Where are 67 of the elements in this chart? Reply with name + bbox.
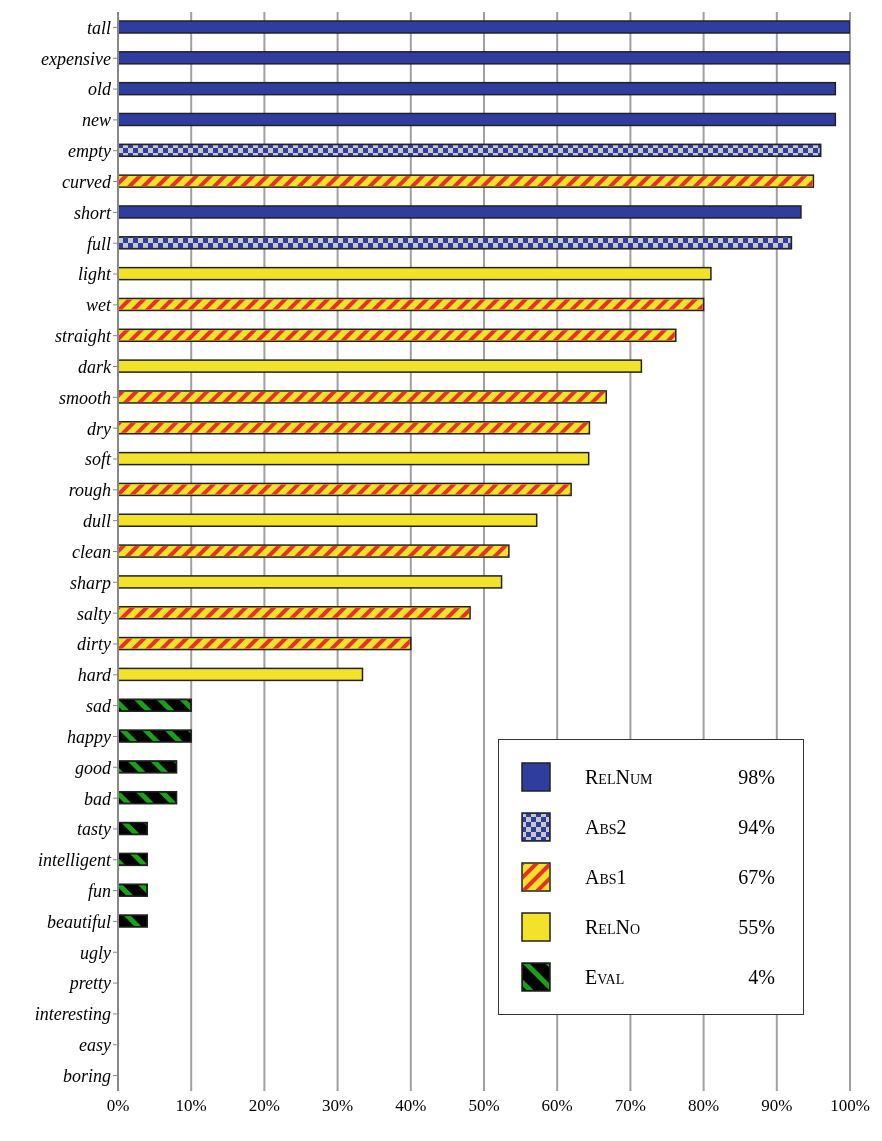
y-tick-label: dull	[82, 511, 111, 532]
legend-label: Abs2	[585, 815, 628, 839]
y-tick-label: short	[73, 202, 112, 223]
x-tick-label: 10%	[175, 1096, 207, 1116]
y-tick-label: intelligent	[38, 850, 112, 871]
y-tick-label: old	[87, 79, 112, 100]
x-tick-label: 30%	[322, 1096, 354, 1116]
x-tick-label: 60%	[541, 1096, 573, 1116]
bar	[118, 266, 712, 281]
x-tick-label: 80%	[688, 1096, 720, 1116]
y-tick-label: happy	[67, 726, 111, 747]
y-tick-label: fun	[87, 881, 111, 901]
annotation: 94%	[737, 815, 775, 839]
y-tick-label: expensive	[41, 48, 112, 69]
x-tick-label: 90%	[761, 1096, 793, 1116]
y-tick-label: curved	[62, 171, 112, 192]
y-tick-label: clean	[72, 541, 111, 562]
bar	[118, 112, 837, 127]
y-tick-label: easy	[79, 1035, 112, 1056]
y-tick-label: new	[82, 110, 111, 131]
y-tick-label: pretty	[67, 973, 111, 994]
bar	[118, 81, 837, 96]
bar	[118, 359, 643, 373]
y-tick-label: dry	[87, 418, 111, 439]
legend-label: Eval	[585, 965, 626, 989]
y-tick-label: dark	[78, 356, 112, 377]
y-tick-label: rough	[68, 480, 111, 501]
y-tick-label: interesting	[34, 1004, 111, 1025]
legend-label: Abs1	[585, 865, 628, 889]
y-tick-label: smooth	[58, 387, 111, 408]
annotation: 55%	[737, 915, 775, 939]
y-tick-label: good	[75, 757, 112, 778]
y-tick-label: soft	[84, 449, 112, 470]
y-tick-label: straight	[54, 326, 112, 347]
y-tick-label: dirty	[77, 634, 112, 655]
bar	[118, 20, 850, 34]
y-tick-label: hard	[77, 665, 112, 686]
y-tick-label: tasty	[77, 819, 112, 840]
x-tick-label: 70%	[614, 1096, 646, 1116]
bar	[118, 513, 538, 528]
annotation: 67%	[737, 865, 775, 889]
y-tick-label: salty	[77, 603, 112, 624]
x-tick-label: 20%	[248, 1096, 280, 1116]
y-tick-label: wet	[86, 295, 112, 316]
x-tick-label: 50%	[468, 1096, 500, 1116]
y-tick-label: sad	[85, 696, 112, 717]
y-tick-label: boring	[62, 1065, 111, 1086]
bar	[118, 667, 364, 682]
bar	[118, 575, 503, 589]
y-tick-label: light	[77, 264, 112, 285]
annotation: 98%	[737, 765, 775, 789]
x-tick-label: 0%	[106, 1096, 130, 1116]
bar	[118, 451, 590, 466]
y-tick-label: full	[86, 233, 111, 254]
legend-label: RelNo	[585, 915, 641, 939]
x-tick-label: 100%	[830, 1096, 870, 1116]
y-tick-label: tall	[86, 17, 111, 38]
bar	[118, 205, 802, 219]
x-tick-label: 40%	[395, 1096, 427, 1116]
y-tick-label: beautiful	[47, 911, 111, 932]
legend-label: RelNum	[585, 765, 654, 789]
annotation: 4%	[747, 965, 775, 989]
y-tick-label: empty	[68, 141, 111, 162]
y-tick-label: ugly	[80, 942, 111, 963]
bar	[118, 51, 850, 65]
y-tick-label: sharp	[69, 572, 111, 593]
y-tick-label: bad	[84, 788, 112, 809]
